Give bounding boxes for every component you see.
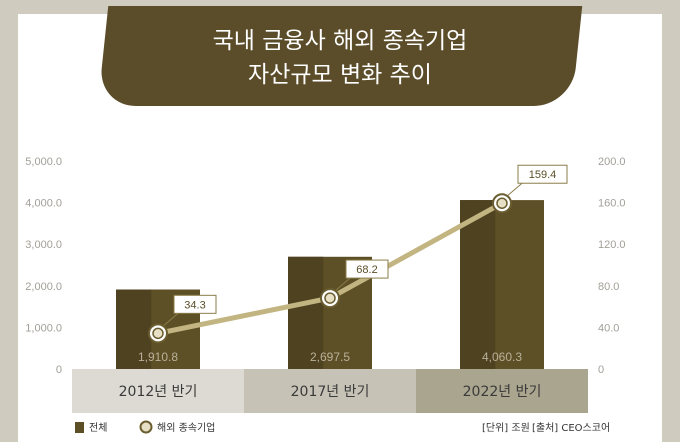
right-axis-tick: 80.0 — [598, 281, 619, 293]
right-axis-tick: 120.0 — [598, 239, 626, 251]
left-axis-tick: 1,000.0 — [25, 322, 62, 334]
right-axis-tick: 200.0 — [598, 156, 626, 168]
left-axis-tick: 2,000.0 — [25, 281, 62, 293]
left-axis-tick: 3,000.0 — [25, 239, 62, 251]
category-label: 2017년 반기 — [291, 384, 370, 400]
unit-note: [단위] 조원 — [482, 421, 530, 434]
line-value-label: 159.4 — [529, 169, 557, 181]
source-note: [출처] CEO스코어 — [532, 422, 610, 434]
callout-leader — [163, 312, 179, 326]
category-band — [244, 369, 416, 413]
bar-value-label: 1,910.8 — [138, 350, 178, 364]
legend-line-label: 해외 종속기업 — [157, 421, 215, 434]
right-axis-tick: 0 — [598, 364, 604, 376]
bar-shade — [116, 289, 152, 369]
callout-leader — [507, 182, 523, 196]
line-value-label: 68.2 — [356, 264, 377, 276]
legend-line-marker — [139, 420, 153, 434]
right-axis-tick: 40.0 — [598, 322, 619, 334]
bar-value-label: 2,697.5 — [310, 350, 350, 364]
category-band — [416, 369, 588, 413]
left-axis-tick: 0 — [56, 364, 62, 376]
title-line-2: 자산규모 변화 추이 — [248, 62, 432, 88]
category-label: 2012년 반기 — [119, 384, 198, 400]
left-axis-tick: 4,000.0 — [25, 198, 62, 210]
legend-bar-label: 전체 — [89, 422, 107, 434]
callout-box — [517, 164, 568, 184]
bar-value-label: 4,060.3 — [482, 350, 522, 364]
line-marker-core — [496, 197, 508, 209]
category-label: 2022년 반기 — [463, 384, 542, 400]
left-axis-tick: 5,000.0 — [25, 156, 62, 168]
callout-box — [173, 294, 217, 314]
legend-bar-swatch — [75, 422, 84, 433]
category-band — [72, 369, 244, 413]
callout-box — [345, 259, 389, 279]
bar-shade — [288, 256, 324, 369]
right-axis-tick: 160.0 — [598, 198, 626, 210]
chart-title: 국내 금융사 해외 종속기업 자산규모 변화 추이 — [103, 24, 577, 92]
callout-leader — [335, 277, 351, 291]
bar-shade — [460, 200, 496, 369]
line-marker-core — [324, 292, 336, 304]
title-line-1: 국내 금융사 해외 종속기업 — [212, 28, 468, 54]
line-value-label: 34.3 — [184, 299, 205, 311]
line-marker-core — [152, 327, 164, 340]
